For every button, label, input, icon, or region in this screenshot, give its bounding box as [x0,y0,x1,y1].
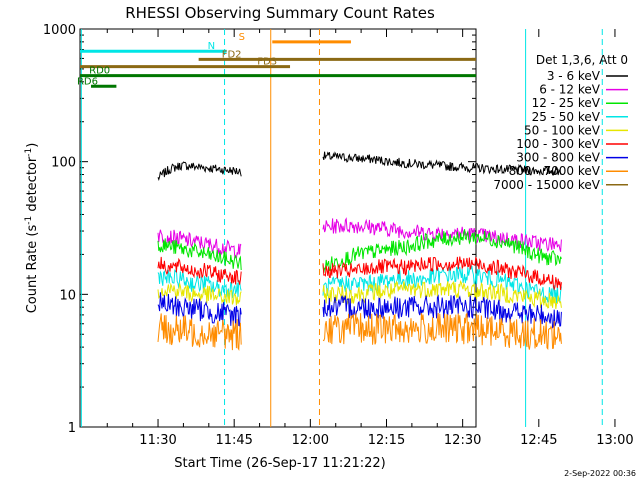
y-axis-label-main: Count Rate (s [25,225,40,314]
series-line [322,229,562,273]
x-tick-label: 12:30 [444,433,481,448]
y-tick-label: 1000 [43,23,76,38]
series-line [322,256,562,291]
series-line [322,151,562,177]
series-line [157,161,242,182]
series-line [157,282,242,306]
series-line [157,229,242,259]
y-axis-label-end: ) [25,143,40,148]
x-axis-label: Start Time (26-Sep-17 11:21:22) [174,456,385,471]
y-axis-label-sup2: -1 [24,148,34,157]
x-tick-label: 12:00 [292,433,329,448]
legend-label: 800 - 7000 keV [509,164,601,178]
state-bar-label: FD2 [222,49,242,60]
series-line [322,217,562,252]
series-line [322,265,562,304]
legend-title: Det 1,3,6, Att 0 [536,53,628,67]
y-axis-label: Count Rate (s-1 detector-1) [24,143,40,314]
series-line [322,294,562,329]
y-axis-label-mid: detector [25,156,40,216]
legend-label: 7000 - 15000 keV [493,178,600,192]
series-line [157,238,242,271]
legend-label: 50 - 100 keV [524,123,601,137]
x-tick-label: 12:15 [368,433,405,448]
chart-title: RHESSI Observing Summary Count Rates [125,4,435,22]
legend-label: 6 - 12 keV [539,83,601,97]
plot-frame [79,28,477,428]
legend-label: 12 - 25 keV [532,96,601,110]
plot-area: 11:30 11:45 12:00 12:15 12:30 12:45 13:00 1 10 10… [43,23,634,448]
x-tick-label: 11:45 [215,433,252,448]
legend-label: 3 - 6 keV [547,69,601,83]
series-line [157,256,242,285]
x-tick-label: 11:30 [139,433,176,448]
y-tick-label: 1 [68,421,76,436]
legend-label: 25 - 50 keV [532,110,601,124]
state-bar-label: FD3 [257,57,277,68]
series-line [157,313,242,351]
state-bar-label: RD6 [77,76,98,87]
x-tick-label: 13:00 [596,433,633,448]
x-tick-label: 12:45 [520,433,557,448]
y-tick-label: 100 [51,156,76,171]
y-axis-label-sup1: -1 [24,216,34,225]
legend-label: 100 - 300 keV [516,137,600,151]
state-bar-label: N [208,41,215,52]
y-tick-label: 10 [59,288,76,303]
series-line [322,279,562,309]
state-bar-label: RD0 [89,66,110,77]
state-bar-label: S [239,32,245,43]
series-line [157,292,242,328]
series-line [322,312,562,350]
footer-timestamp: 2-Sep-2022 00:36 [564,469,636,478]
legend-label: 300 - 800 keV [516,151,600,165]
